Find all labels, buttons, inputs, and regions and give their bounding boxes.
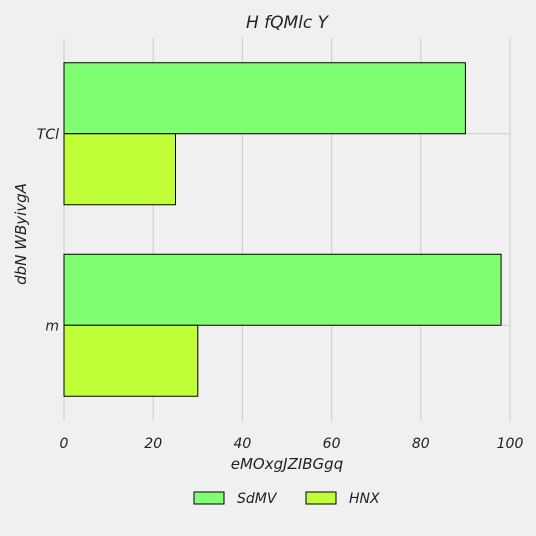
bar-SdMV-m (63, 253, 502, 326)
legend: SdMV HNX (193, 491, 380, 507)
bar-SdMV-TCl (63, 62, 466, 135)
x-axis-ticks: 0 20 40 60 80 100 (60, 436, 524, 452)
y-axis-ticks: TCl m (37, 127, 59, 335)
legend-label-0: SdMV (237, 491, 278, 507)
y-axis-label: dbN WByivgA (12, 183, 30, 285)
legend-label-1: HNX (349, 491, 380, 507)
x-tick-label-3: 60 (323, 436, 341, 452)
x-tick-label-4: 80 (412, 436, 430, 452)
y-tick-label-1: m (45, 318, 59, 334)
y-tick-label-0: TCl (37, 127, 59, 143)
bar-HNX-m (63, 324, 199, 397)
x-axis-label: eMOxgJZIBGgq (231, 455, 343, 473)
chart-title: H fQMlc Y (246, 13, 330, 33)
legend-swatch-0 (193, 491, 225, 505)
x-tick-label-1: 20 (144, 436, 162, 452)
legend-swatch-1 (305, 491, 337, 505)
x-tick-label-5: 100 (497, 436, 524, 452)
bars (63, 62, 502, 397)
x-tick-label-2: 40 (233, 436, 251, 452)
x-tick-label-0: 0 (60, 436, 69, 452)
bar-HNX-TCl (63, 133, 176, 206)
